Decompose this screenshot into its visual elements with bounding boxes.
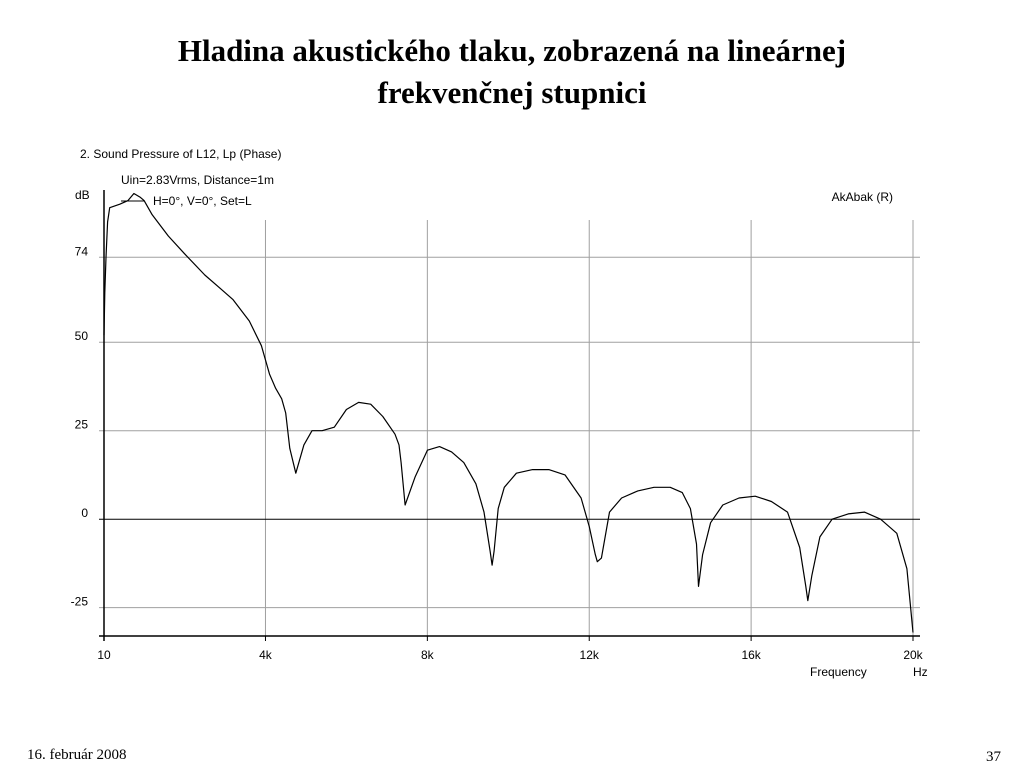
tick-labels: 10 4k 8k 12k 16k 20k 74 50 25 0 -25 <box>71 244 924 662</box>
x-tick-label-10: 10 <box>97 648 111 662</box>
chart-title: 2. Sound Pressure of L12, Lp (Phase) <box>80 147 281 161</box>
footer-date: 16. február 2008 <box>27 747 127 763</box>
y-tick-label-50: 50 <box>75 329 89 343</box>
slide-title: Hladina akustického tlaku, zobrazená na … <box>0 30 1024 114</box>
axes <box>99 190 920 641</box>
x-tick-label-16k: 16k <box>741 648 761 662</box>
y-axis-label: dB <box>75 188 90 202</box>
slide-title-line-2: frekvenčnej stupnici <box>377 75 647 110</box>
y-tick-label-74: 74 <box>75 244 89 258</box>
y-tick-label--25: -25 <box>71 595 89 609</box>
y-tick-label-25: 25 <box>75 418 89 432</box>
x-tick-label-8k: 8k <box>421 648 435 662</box>
slide-title-line-1: Hladina akustického tlaku, zobrazená na … <box>177 33 847 68</box>
page-number: 37 <box>986 749 1001 765</box>
series-line-h0-v0 <box>103 192 914 633</box>
x-axis-unit: Hz <box>913 665 928 679</box>
y-tick-label-0: 0 <box>81 506 88 520</box>
brand-label: AkAbak (R) <box>832 190 893 204</box>
x-axis-label: Frequency <box>810 665 867 679</box>
legend-entry: H=0°, V=0°, Set=L <box>153 194 252 208</box>
grid-lines <box>99 220 920 636</box>
x-tick-label-4k: 4k <box>259 648 273 662</box>
chart-conditions: Uin=2.83Vrms, Distance=1m <box>121 173 274 187</box>
x-tick-label-12k: 12k <box>580 648 600 662</box>
x-tick-label-20k: 20k <box>903 648 923 662</box>
